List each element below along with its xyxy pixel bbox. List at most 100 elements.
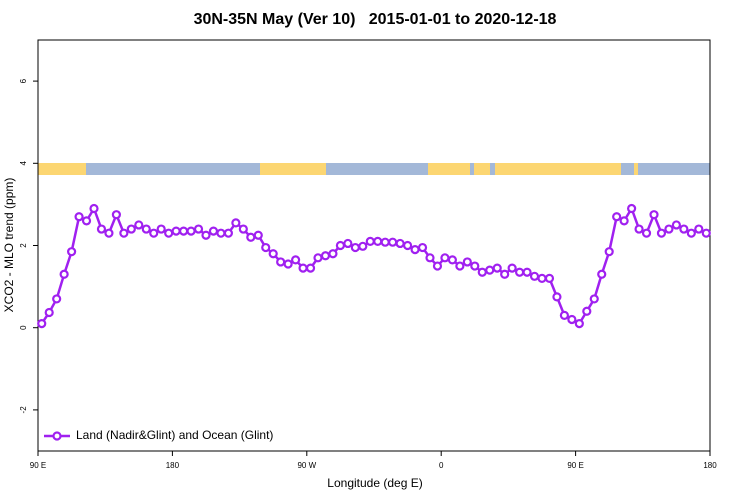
legend-marker xyxy=(52,431,62,441)
y-axis-label: XCO2 - MLO trend (ppm) xyxy=(2,178,16,313)
data-point xyxy=(604,247,614,257)
data-point xyxy=(656,228,667,238)
data-point xyxy=(529,271,540,281)
data-point xyxy=(522,267,532,277)
data-point xyxy=(89,203,99,214)
data-point xyxy=(462,257,472,267)
data-point xyxy=(291,255,301,265)
data-point xyxy=(164,228,174,238)
land-strip xyxy=(634,163,638,175)
data-point xyxy=(619,216,629,226)
data-point xyxy=(320,251,331,261)
land-strip xyxy=(38,163,86,175)
data-point xyxy=(66,247,77,257)
y-tick-label: 0 xyxy=(19,325,28,330)
land-strip xyxy=(428,163,470,175)
data-point xyxy=(492,263,502,273)
data-point xyxy=(380,237,390,247)
data-point xyxy=(268,249,278,259)
data-point xyxy=(44,307,54,318)
y-tick-label: 4 xyxy=(19,161,28,166)
data-point xyxy=(223,228,233,238)
data-point xyxy=(253,230,263,240)
data-point xyxy=(261,242,271,253)
x-axis-label: Longitude (deg E) xyxy=(327,476,422,490)
data-point xyxy=(649,210,659,220)
data-point xyxy=(507,263,517,273)
data-point xyxy=(612,212,622,222)
data-point xyxy=(701,228,711,238)
data-point xyxy=(417,242,428,253)
land-strip xyxy=(495,163,621,175)
data-point xyxy=(634,224,644,234)
data-point xyxy=(626,203,637,214)
data-point xyxy=(514,267,525,277)
data-point xyxy=(171,226,181,236)
data-point xyxy=(111,210,122,220)
x-tick-label: 180 xyxy=(703,461,717,470)
data-point xyxy=(74,212,84,222)
y-tick-label: 6 xyxy=(19,78,28,83)
data-point xyxy=(664,224,674,234)
data-point xyxy=(193,224,204,234)
data-point xyxy=(485,265,495,275)
data-point xyxy=(149,228,159,238)
legend-label: Land (Nadir&Glint) and Ocean (Glint) xyxy=(76,428,273,442)
data-point xyxy=(679,224,689,234)
x-tick-label: 0 xyxy=(439,461,444,470)
data-point xyxy=(589,294,599,304)
data-point xyxy=(119,228,129,238)
data-point xyxy=(582,306,592,316)
y-tick-label: 2 xyxy=(19,243,28,248)
data-point xyxy=(574,318,584,329)
data-point xyxy=(134,220,144,230)
data-point xyxy=(537,273,547,283)
data-point xyxy=(440,253,450,263)
data-point xyxy=(552,292,562,302)
data-point xyxy=(305,263,316,273)
x-tick-label: 90 E xyxy=(567,461,583,470)
data-point xyxy=(694,224,704,234)
data-point xyxy=(283,259,293,269)
chart-title: 30N-35N May (Ver 10) 2015-01-01 to 2020-… xyxy=(194,11,557,28)
data-point xyxy=(477,267,487,277)
y-tick-label: -2 xyxy=(19,406,28,414)
data-point xyxy=(567,314,577,325)
data-point xyxy=(231,218,241,228)
plot-frame xyxy=(37,39,711,452)
data-point xyxy=(96,224,107,234)
data-point xyxy=(216,228,226,238)
data-point xyxy=(156,224,166,234)
data-point xyxy=(373,236,383,246)
data-point xyxy=(52,294,62,304)
data-point xyxy=(671,220,682,230)
data-point xyxy=(208,226,219,236)
data-point xyxy=(559,310,570,320)
x-tick-label: 90 E xyxy=(30,461,46,470)
x-tick-label: 90 W xyxy=(297,461,316,470)
data-point xyxy=(328,249,338,259)
data-point xyxy=(500,269,510,279)
data-point xyxy=(410,245,420,255)
x-tick-label: 180 xyxy=(166,461,180,470)
land-ocean-strip xyxy=(38,163,710,175)
data-point xyxy=(201,230,211,240)
data-point xyxy=(365,236,375,246)
data-point xyxy=(141,224,151,234)
data-point xyxy=(59,269,69,279)
land-strip xyxy=(474,163,490,175)
data-point xyxy=(395,238,405,249)
data-point xyxy=(455,261,465,271)
data-point xyxy=(686,228,696,238)
data-point xyxy=(179,226,189,236)
data-point xyxy=(81,216,92,226)
data-point xyxy=(126,224,136,234)
data-point xyxy=(544,273,555,283)
data-point xyxy=(298,263,308,273)
data-point xyxy=(276,257,286,267)
data-point xyxy=(425,253,435,263)
data-point xyxy=(447,255,457,265)
data-point xyxy=(350,242,360,253)
data-point xyxy=(335,240,345,251)
